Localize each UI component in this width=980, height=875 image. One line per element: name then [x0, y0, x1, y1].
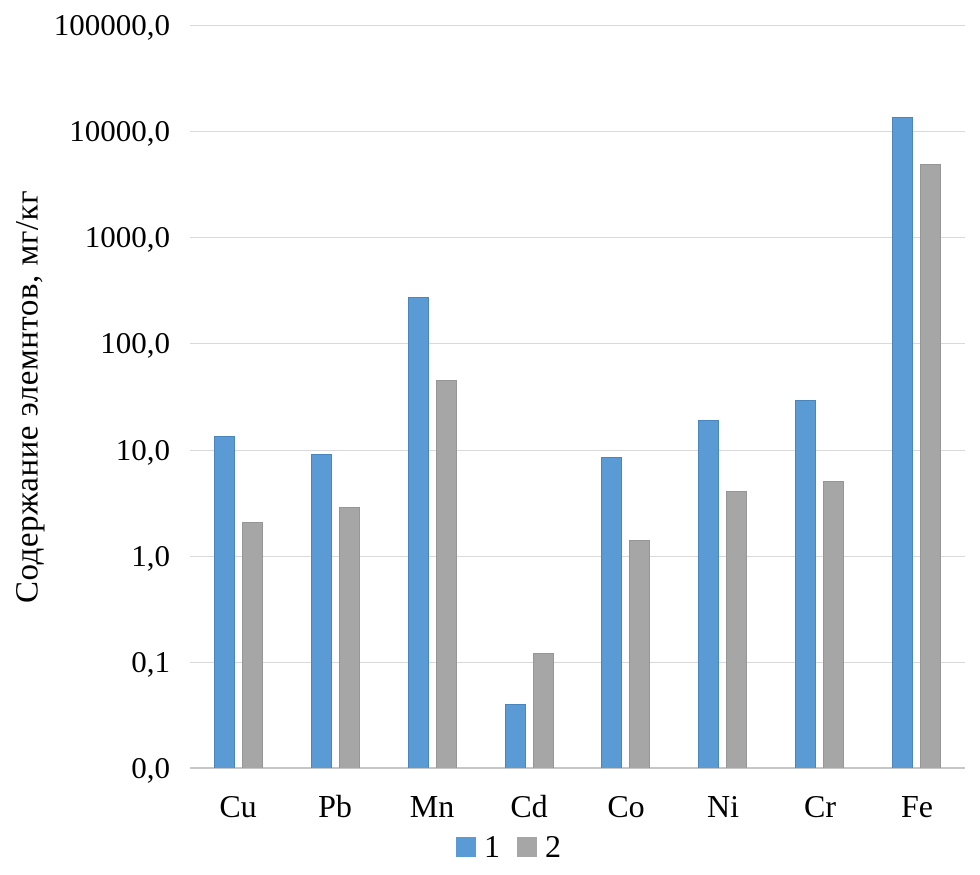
y-tick-label: 100,0 — [100, 325, 170, 360]
legend-label-1: 1 — [484, 828, 500, 864]
bar-series2-Mn — [436, 380, 457, 768]
y-tick-label: 1,0 — [131, 538, 170, 573]
bar-series1-Co — [601, 457, 622, 768]
x-axis-label-Cr: Cr — [804, 788, 836, 824]
bar-series1-Pb — [311, 454, 332, 768]
y-tick-label: 10000,0 — [69, 113, 170, 148]
gridline — [190, 131, 965, 132]
y-tick-label: 1000,0 — [84, 219, 170, 254]
bar-series1-Cu — [214, 436, 235, 768]
gridline — [190, 25, 965, 26]
gridline — [190, 556, 965, 557]
bar-series2-Cu — [242, 522, 263, 768]
bar-series2-Fe — [920, 164, 941, 768]
bar-series2-Cr — [823, 481, 844, 768]
x-axis-label-Pb: Pb — [318, 788, 352, 824]
x-axis-label-Ni: Ni — [707, 788, 739, 824]
bar-series1-Cd — [505, 704, 526, 768]
gridline — [190, 343, 965, 344]
legend-item-2: 2 — [517, 828, 561, 865]
x-axis-line — [190, 767, 965, 769]
gridline — [190, 450, 965, 451]
bar-series2-Ni — [726, 491, 747, 768]
y-tick-label: 0,0 — [131, 750, 170, 785]
bar-series1-Mn — [408, 297, 429, 768]
x-axis-label-Fe: Fe — [901, 788, 933, 824]
y-tick-label: 0,1 — [131, 644, 170, 679]
bar-series1-Fe — [892, 117, 913, 768]
gridline — [190, 662, 965, 663]
x-axis-label-Mn: Mn — [409, 788, 455, 824]
legend-swatch-2 — [517, 836, 537, 857]
bar-series2-Cd — [533, 653, 554, 768]
bar-series2-Pb — [339, 507, 360, 768]
bar-series2-Co — [629, 540, 650, 768]
x-axis-label-Co: Co — [607, 788, 645, 824]
x-axis-label-Cd: Cd — [510, 788, 548, 824]
legend-item-1: 1 — [456, 828, 500, 865]
gridline — [190, 237, 965, 238]
bar-series1-Ni — [698, 420, 719, 768]
bar-series1-Cr — [795, 400, 816, 768]
legend-label-2: 2 — [545, 828, 561, 864]
x-axis-label-Cu: Cu — [219, 788, 257, 824]
y-tick-label: 100000,0 — [53, 7, 170, 42]
y-tick-label: 10,0 — [115, 432, 170, 467]
legend-swatch-1 — [456, 836, 476, 857]
